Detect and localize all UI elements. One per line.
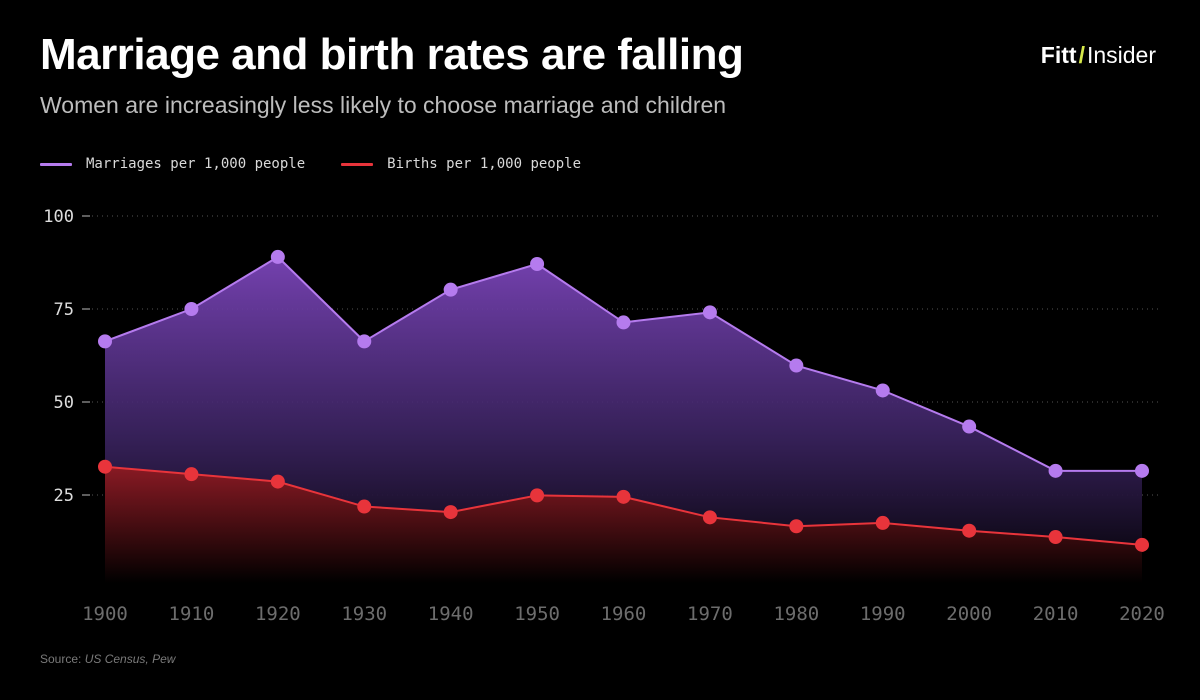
- y-tick-label: 100: [43, 207, 74, 227]
- legend-label-births: Births per 1,000 people: [387, 156, 582, 172]
- legend-swatch-births: [341, 162, 374, 166]
- x-tick-label: 1990: [860, 603, 906, 625]
- point-births-1980: [789, 519, 804, 534]
- point-births-2020: [1135, 537, 1149, 552]
- x-tick-label: 2000: [946, 603, 992, 625]
- point-births-1960: [616, 489, 631, 504]
- source-label: Source:: [40, 652, 85, 666]
- source-note: Source: US Census, Pew: [40, 652, 175, 666]
- brand-name-part1: Fitt: [1040, 42, 1077, 68]
- point-births-1940: [443, 505, 458, 520]
- point-births-1950: [530, 488, 545, 503]
- chart-subtitle: Women are increasingly less likely to ch…: [40, 92, 727, 118]
- axis-layer: 100 75 50 25 1900 1910 1920 1930 1940 1950 1960 197…: [43, 207, 1165, 625]
- chart-title: Marriage and birth rates are falling: [40, 30, 744, 79]
- point-births-1900: [98, 459, 112, 474]
- x-tick-label: 1940: [428, 603, 474, 625]
- x-tick-label: 1910: [169, 603, 215, 625]
- point-marriages-2020: [1135, 463, 1149, 478]
- brand-separator: /: [1078, 42, 1085, 68]
- brand-logo: Fitt/Insider: [1041, 42, 1156, 69]
- legend-item-births: Births per 1,000 people: [341, 156, 581, 172]
- point-marriages-1950: [530, 256, 545, 271]
- point-marriages-1970: [702, 305, 717, 320]
- x-tick-label: 1960: [601, 603, 647, 625]
- point-marriages-1960: [616, 315, 631, 330]
- point-layer: [98, 249, 1149, 552]
- point-marriages-2000: [962, 419, 977, 434]
- point-marriages-1980: [789, 358, 804, 373]
- x-tick-label: 1970: [687, 603, 733, 625]
- x-tick-label: 1920: [255, 603, 301, 625]
- point-marriages-1920: [270, 249, 285, 264]
- area-births: [105, 466, 1142, 583]
- point-marriages-1900: [98, 334, 112, 349]
- point-births-1910: [184, 467, 199, 482]
- y-tick-label: 25: [54, 486, 74, 506]
- point-births-2010: [1048, 530, 1063, 545]
- point-births-1970: [702, 510, 717, 525]
- x-tick-label: 1930: [341, 603, 387, 625]
- point-births-1990: [875, 515, 890, 530]
- chart-legend: Marriages per 1,000 people Births per 1,…: [40, 156, 581, 172]
- x-tick-label: 1900: [82, 603, 128, 625]
- legend-item-marriages: Marriages per 1,000 people: [40, 156, 305, 172]
- point-marriages-1940: [443, 282, 458, 297]
- area-layer: [105, 256, 1142, 583]
- point-marriages-1990: [875, 383, 890, 398]
- x-tick-label: 2020: [1119, 603, 1165, 625]
- y-tick-label: 50: [54, 393, 74, 413]
- point-marriages-2010: [1048, 463, 1063, 478]
- source-value: US Census, Pew: [84, 652, 176, 666]
- x-tick-label: 1950: [514, 603, 560, 625]
- x-tick-label: 1980: [773, 603, 819, 625]
- point-marriages-1930: [357, 334, 372, 349]
- brand-name-part2: Insider: [1086, 42, 1156, 68]
- point-births-1920: [270, 474, 285, 489]
- point-marriages-1910: [184, 302, 199, 316]
- y-tick-label: 75: [54, 300, 74, 320]
- legend-swatch-marriages: [40, 162, 72, 166]
- x-tick-label: 2010: [1033, 603, 1079, 625]
- point-births-2000: [962, 523, 977, 538]
- point-births-1930: [357, 499, 372, 514]
- legend-label-marriages: Marriages per 1,000 people: [86, 156, 306, 172]
